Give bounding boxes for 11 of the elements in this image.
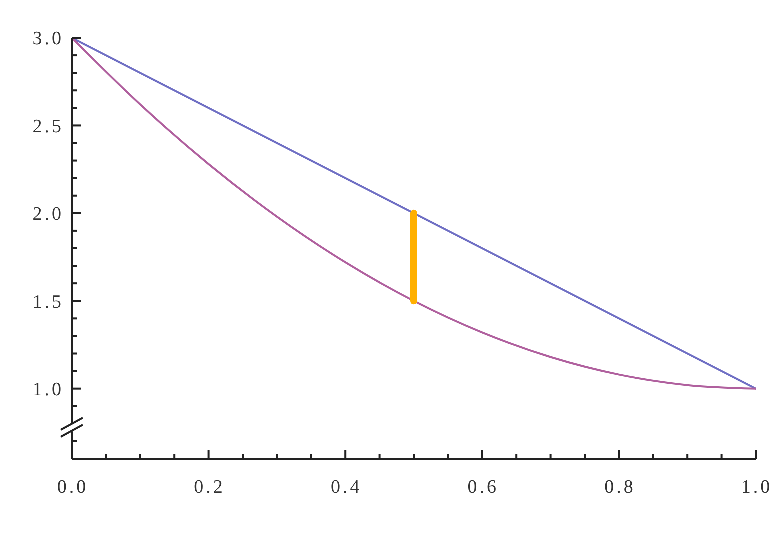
x-tick-label: 1.0 [741, 477, 773, 498]
y-tick-label: 3.0 [32, 28, 64, 50]
y-tick-label: 1.5 [32, 292, 64, 313]
x-tick-label: 0.6 [468, 477, 500, 498]
y-tick-label: 2.5 [32, 116, 64, 138]
x-tick-label: 0.2 [194, 477, 226, 498]
y-tick-label: 1.0 [32, 379, 64, 400]
x-tick-label: 0.8 [604, 477, 636, 498]
y-tick-label: 2.0 [32, 204, 64, 226]
x-tick-label: 0.0 [57, 477, 89, 498]
x-tick-label: 0.4 [330, 477, 362, 498]
